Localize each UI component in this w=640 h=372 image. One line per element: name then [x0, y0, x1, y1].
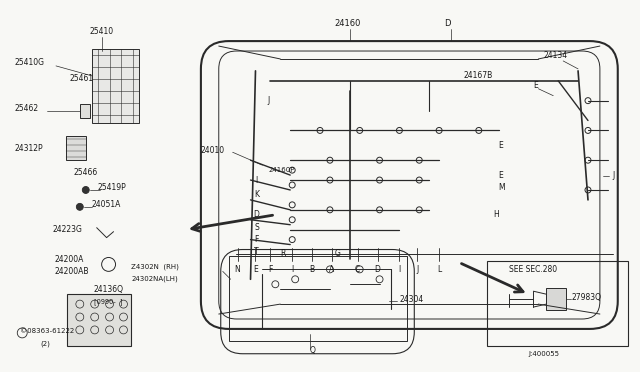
Text: 25466: 25466 [74, 168, 98, 177]
Text: Q: Q [310, 346, 316, 355]
Circle shape [83, 186, 89, 193]
Text: F: F [268, 265, 273, 274]
Text: I: I [291, 265, 293, 274]
Text: D: D [444, 19, 451, 28]
Text: 25419P: 25419P [98, 183, 127, 192]
Text: E: E [533, 81, 538, 90]
Text: ©08363-61222: ©08363-61222 [20, 328, 74, 334]
Text: 24200AB: 24200AB [54, 267, 88, 276]
Text: 25410: 25410 [90, 27, 114, 36]
Text: F: F [254, 235, 259, 244]
Text: 24312P: 24312P [14, 144, 43, 153]
Text: D: D [374, 265, 381, 274]
Text: 24304: 24304 [399, 295, 424, 304]
Text: J: J [612, 171, 615, 180]
Text: (2): (2) [40, 340, 50, 347]
Text: G: G [335, 249, 340, 258]
Text: 27983Q: 27983Q [571, 293, 601, 302]
Text: E: E [499, 141, 504, 150]
Text: 25462: 25462 [14, 104, 38, 113]
Bar [92, 49, 140, 124]
Text: J: J [416, 265, 419, 274]
Text: 24160: 24160 [335, 19, 361, 28]
Text: [0990-  ]: [0990- ] [93, 298, 122, 305]
Text: A: A [330, 265, 335, 274]
Text: T: T [254, 247, 259, 256]
Text: SEE SEC.280: SEE SEC.280 [509, 265, 557, 274]
Text: C: C [355, 265, 360, 274]
Text: H: H [493, 210, 499, 219]
Text: D: D [253, 210, 259, 219]
Text: 24051A: 24051A [92, 201, 121, 209]
Text: J: J [268, 96, 269, 105]
Text: 24200A: 24200A [54, 255, 83, 264]
Text: B: B [310, 265, 315, 274]
Bar [67, 294, 131, 346]
Text: 25461: 25461 [70, 74, 94, 83]
Text: N: N [235, 265, 241, 274]
Text: R: R [280, 249, 285, 258]
Text: 24136Q: 24136Q [93, 285, 124, 294]
Text: 24010: 24010 [201, 146, 225, 155]
Text: 24302NA(LH): 24302NA(LH) [131, 275, 178, 282]
Text: E: E [499, 171, 504, 180]
Text: M: M [499, 183, 506, 192]
Text: 24223G: 24223G [52, 225, 82, 234]
Text: K: K [254, 190, 259, 199]
Text: I: I [255, 176, 258, 185]
Text: I: I [398, 265, 401, 274]
Text: S: S [254, 223, 259, 232]
Text: 24167B: 24167B [464, 71, 493, 80]
Bar [547, 288, 566, 310]
Text: 25410G: 25410G [14, 58, 44, 67]
Bar [66, 137, 86, 160]
Text: Z4302N  (RH): Z4302N (RH) [131, 263, 179, 270]
Bar [228, 256, 407, 341]
Text: L: L [437, 265, 441, 274]
Text: E: E [253, 265, 258, 274]
Circle shape [76, 203, 83, 210]
Text: 24160P: 24160P [268, 167, 295, 173]
Text: 24134: 24134 [543, 51, 568, 61]
Text: J:400055: J:400055 [529, 351, 559, 357]
Bar [80, 104, 90, 118]
Bar [487, 262, 628, 346]
